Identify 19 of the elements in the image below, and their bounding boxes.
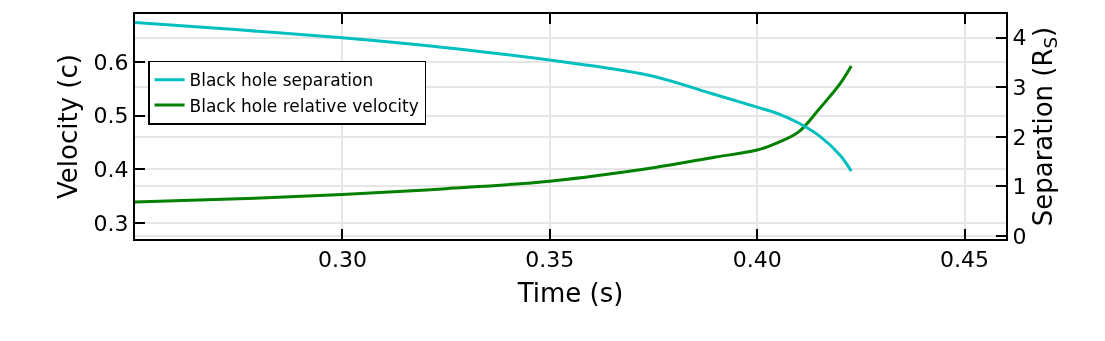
y-tick-label: 0.4 xyxy=(93,157,129,183)
line-series xyxy=(135,64,853,204)
y-axis-title: Velocity (c) xyxy=(53,54,84,199)
x-tick-label: 0.30 xyxy=(317,247,367,273)
y2-tick-label: 2 xyxy=(1012,124,1027,150)
y-tick-label: 0.5 xyxy=(93,103,129,129)
legend-label: Black hole relative velocity xyxy=(189,95,419,116)
y2-tick-label: 1 xyxy=(1012,174,1027,200)
y2-tick-label: 4 xyxy=(1012,25,1027,51)
legend-label: Black hole separation xyxy=(189,70,374,91)
y-tick-label: 0.3 xyxy=(93,210,129,236)
line-series xyxy=(135,20,853,173)
x-tick-label: 0.35 xyxy=(525,247,575,273)
y-tick-label: 0.6 xyxy=(93,49,129,75)
x-tick-label: 0.45 xyxy=(940,247,990,273)
x-axis-title: Time (s) xyxy=(516,277,624,308)
y2-tick-label: 3 xyxy=(1012,75,1027,101)
x-tick-label: 0.40 xyxy=(732,247,782,273)
y2-tick-label: 0 xyxy=(1012,223,1027,249)
